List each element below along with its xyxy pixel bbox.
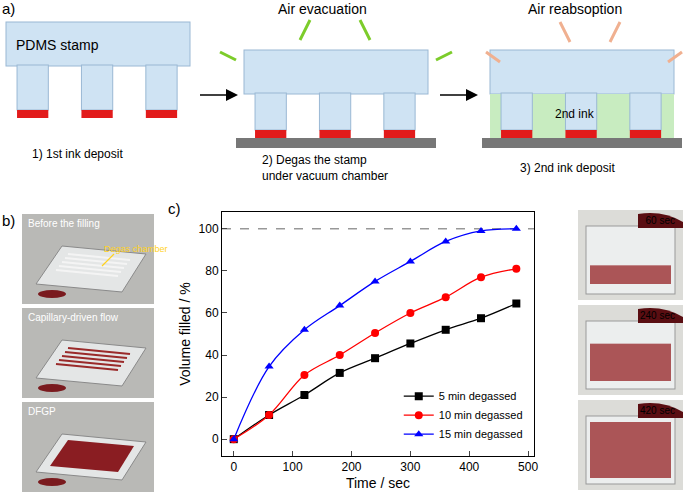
svg-text:40: 40 [205, 348, 219, 362]
svg-text:Before the filling: Before the filling [28, 218, 100, 229]
svg-text:240 sec: 240 sec [640, 310, 675, 321]
svg-text:420 sec: 420 sec [640, 405, 675, 416]
svg-text:100: 100 [283, 460, 303, 474]
svg-text:15 min degassed: 15 min degassed [439, 428, 523, 440]
svg-text:Air evacuation: Air evacuation [278, 1, 367, 17]
svg-text:60: 60 [205, 306, 219, 320]
svg-text:Degas chamber: Degas chamber [104, 244, 168, 254]
svg-text:2nd ink: 2nd ink [555, 107, 595, 121]
svg-text:Time / sec: Time / sec [346, 475, 410, 491]
svg-text:400: 400 [459, 460, 479, 474]
svg-text:100: 100 [199, 222, 219, 236]
svg-text:PDMS stamp: PDMS stamp [16, 37, 99, 53]
svg-text:10 min degassed: 10 min degassed [439, 409, 523, 421]
svg-text:0: 0 [212, 432, 219, 446]
svg-text:Air reabsoption: Air reabsoption [528, 1, 622, 17]
svg-text:3) 2nd ink deposit: 3) 2nd ink deposit [520, 161, 615, 175]
svg-text:20: 20 [205, 390, 219, 404]
svg-text:b): b) [2, 212, 15, 229]
svg-text:c): c) [168, 200, 181, 217]
svg-text:0: 0 [230, 460, 237, 474]
svg-text:60 sec: 60 sec [646, 215, 675, 226]
svg-text:Capillary-driven flow: Capillary-driven flow [28, 312, 119, 323]
svg-text:2) Degas the stamp: 2) Degas the stamp [262, 153, 367, 167]
svg-text:200: 200 [341, 460, 361, 474]
svg-text:DFGP: DFGP [28, 406, 56, 417]
svg-text:under vacuum chamber: under vacuum chamber [262, 169, 388, 183]
svg-text:80: 80 [205, 264, 219, 278]
svg-text:a): a) [2, 0, 15, 17]
svg-text:500: 500 [518, 460, 538, 474]
svg-text:1) 1st ink deposit: 1) 1st ink deposit [32, 147, 123, 161]
svg-text:300: 300 [400, 460, 420, 474]
svg-text:Volume filled / %: Volume filled / % [177, 282, 193, 386]
svg-text:5 min degassed: 5 min degassed [439, 390, 517, 402]
